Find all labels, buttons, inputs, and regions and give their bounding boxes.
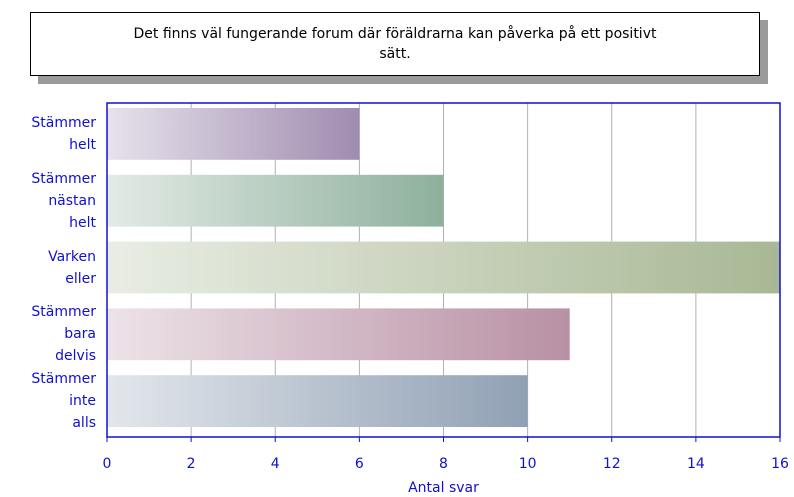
x-tick-label: 6 bbox=[355, 456, 364, 472]
bar bbox=[107, 375, 528, 427]
bar bbox=[107, 174, 444, 227]
x-axis-label: Antal svar bbox=[408, 480, 479, 496]
x-tick-label: 16 bbox=[771, 456, 789, 472]
x-tick-label: 4 bbox=[271, 456, 280, 472]
plot-border bbox=[106, 102, 781, 438]
y-tick-label: Stämmer inte alls bbox=[31, 371, 96, 432]
y-tick-label: Stämmer nästan helt bbox=[31, 170, 96, 231]
bar bbox=[107, 108, 360, 160]
y-tick-label: Stämmer bara delvis bbox=[31, 304, 96, 365]
y-tick-label: Stämmer helt bbox=[31, 114, 96, 153]
x-tick-label: 8 bbox=[439, 456, 448, 472]
y-tick-label: Varken eller bbox=[48, 248, 96, 287]
x-tick-label: 0 bbox=[103, 456, 112, 472]
x-tick-label: 12 bbox=[603, 456, 621, 472]
bar bbox=[107, 241, 780, 294]
bar bbox=[107, 308, 570, 361]
x-tick-label: 10 bbox=[519, 456, 537, 472]
x-tick-label: 14 bbox=[687, 456, 705, 472]
x-tick-label: 2 bbox=[187, 456, 196, 472]
chart-title: Det finns väl fungerande forum där föräl… bbox=[30, 12, 760, 76]
